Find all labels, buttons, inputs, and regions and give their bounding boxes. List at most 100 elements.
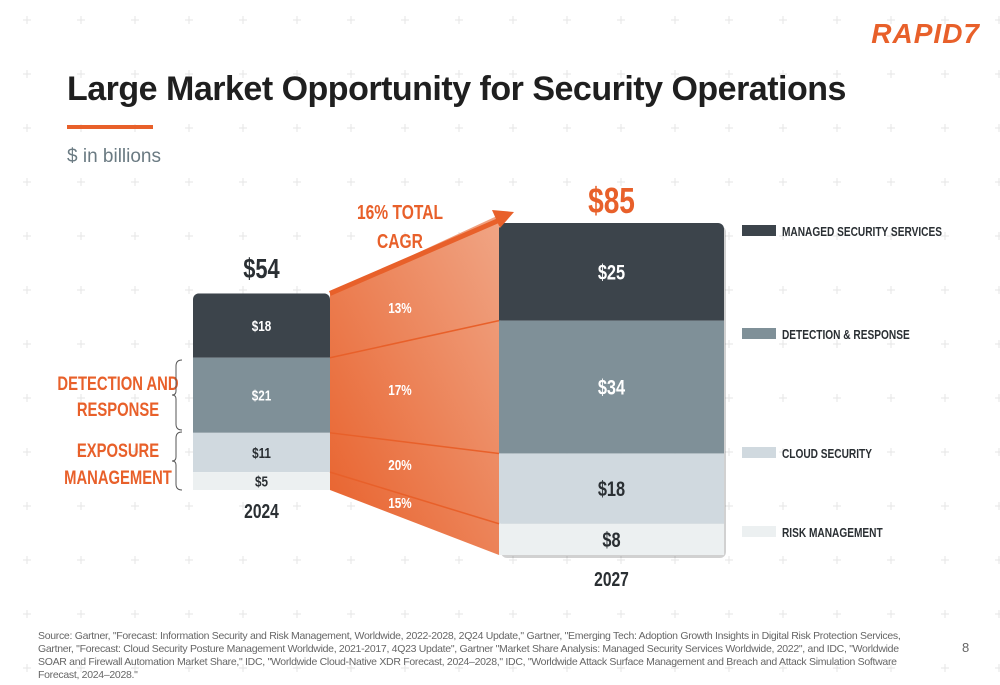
grid-mark [941, 232, 949, 240]
grid-mark [779, 502, 787, 510]
grid-mark [887, 124, 895, 132]
group-label: MANAGEMENT [64, 467, 172, 488]
page-title: Large Market Opportunity for Security Op… [67, 70, 846, 108]
grid-mark [185, 448, 193, 456]
grid-mark [563, 556, 571, 564]
grid-mark [185, 70, 193, 78]
grid-mark [131, 610, 139, 618]
grid-mark [185, 502, 193, 510]
total-label: $85 [588, 181, 635, 221]
grid-mark [995, 124, 1000, 132]
grid-mark [455, 16, 463, 24]
grid-mark [779, 664, 787, 672]
segment-label: $21 [252, 387, 272, 404]
grid-mark [995, 502, 1000, 510]
legend-swatch [742, 447, 776, 458]
grid-mark [725, 70, 733, 78]
grid-mark [23, 178, 31, 186]
grid-mark [401, 70, 409, 78]
grid-mark [779, 610, 787, 618]
grid-mark [239, 502, 247, 510]
grid-mark [941, 124, 949, 132]
grid-mark [563, 610, 571, 618]
grid-mark [509, 556, 517, 564]
grid-mark [941, 340, 949, 348]
grid-mark [779, 340, 787, 348]
grid-mark [833, 394, 841, 402]
grid-mark [833, 178, 841, 186]
group-bracket [171, 431, 183, 491]
grid-mark [563, 178, 571, 186]
grid-mark [185, 124, 193, 132]
grid-mark [23, 664, 31, 672]
cagr-annotation: CAGR [377, 230, 423, 252]
grid-mark [671, 664, 679, 672]
grid-mark [77, 70, 85, 78]
grid-mark [131, 394, 139, 402]
grid-mark [185, 232, 193, 240]
grid-mark [833, 556, 841, 564]
grid-mark [131, 340, 139, 348]
grid-mark [779, 124, 787, 132]
grid-mark [23, 448, 31, 456]
segment-label: $5 [255, 473, 268, 490]
grid-mark [293, 70, 301, 78]
grid-mark [239, 232, 247, 240]
total-label: $54 [243, 253, 279, 284]
grid-mark [779, 448, 787, 456]
grid-mark [239, 70, 247, 78]
title-underline [67, 125, 153, 129]
grid-mark [995, 610, 1000, 618]
grid-mark [725, 178, 733, 186]
legend-label: DETECTION & RESPONSE [782, 328, 910, 342]
grid-mark [347, 124, 355, 132]
grid-mark [563, 16, 571, 24]
cagr-label: 13% [388, 300, 411, 317]
group-bracket [171, 359, 183, 431]
grid-mark [725, 610, 733, 618]
grid-mark [725, 286, 733, 294]
cagr-arrow-shaft [329, 216, 503, 296]
grid-mark [833, 232, 841, 240]
grid-mark [239, 664, 247, 672]
bar-segment-2027 [499, 523, 724, 555]
grid-mark [293, 502, 301, 510]
grid-mark [455, 610, 463, 618]
grid-mark [509, 70, 517, 78]
grid-mark [941, 556, 949, 564]
grid-mark [671, 178, 679, 186]
grid-mark [293, 178, 301, 186]
grid-mark [887, 556, 895, 564]
grid-mark [401, 232, 409, 240]
grid-mark [833, 502, 841, 510]
grid-mark [77, 502, 85, 510]
grid-mark [725, 16, 733, 24]
grid-mark [509, 664, 517, 672]
rapid7-logo: RAPID7 [871, 18, 980, 49]
grid-mark [887, 340, 895, 348]
funnel-divider [329, 319, 500, 359]
grid-mark [725, 394, 733, 402]
grid-mark [779, 394, 787, 402]
grid-mark [131, 502, 139, 510]
grid-mark [887, 394, 895, 402]
grid-mark [23, 610, 31, 618]
cagr-arrow-head [492, 210, 514, 228]
legend-label: MANAGED SECURITY SERVICES [782, 225, 942, 239]
grid-mark [779, 286, 787, 294]
grid-mark [995, 448, 1000, 456]
grid-mark [725, 556, 733, 564]
grid-mark [23, 502, 31, 510]
grid-mark [563, 664, 571, 672]
grid-mark [671, 610, 679, 618]
grid-mark [23, 16, 31, 24]
grid-mark [833, 286, 841, 294]
grid-mark [77, 16, 85, 24]
grid-mark [23, 556, 31, 564]
grid-mark [509, 16, 517, 24]
segment-label: $25 [598, 260, 625, 283]
grid-mark [401, 124, 409, 132]
grid-mark [941, 502, 949, 510]
grid-mark [941, 664, 949, 672]
growth-funnel [330, 215, 499, 555]
